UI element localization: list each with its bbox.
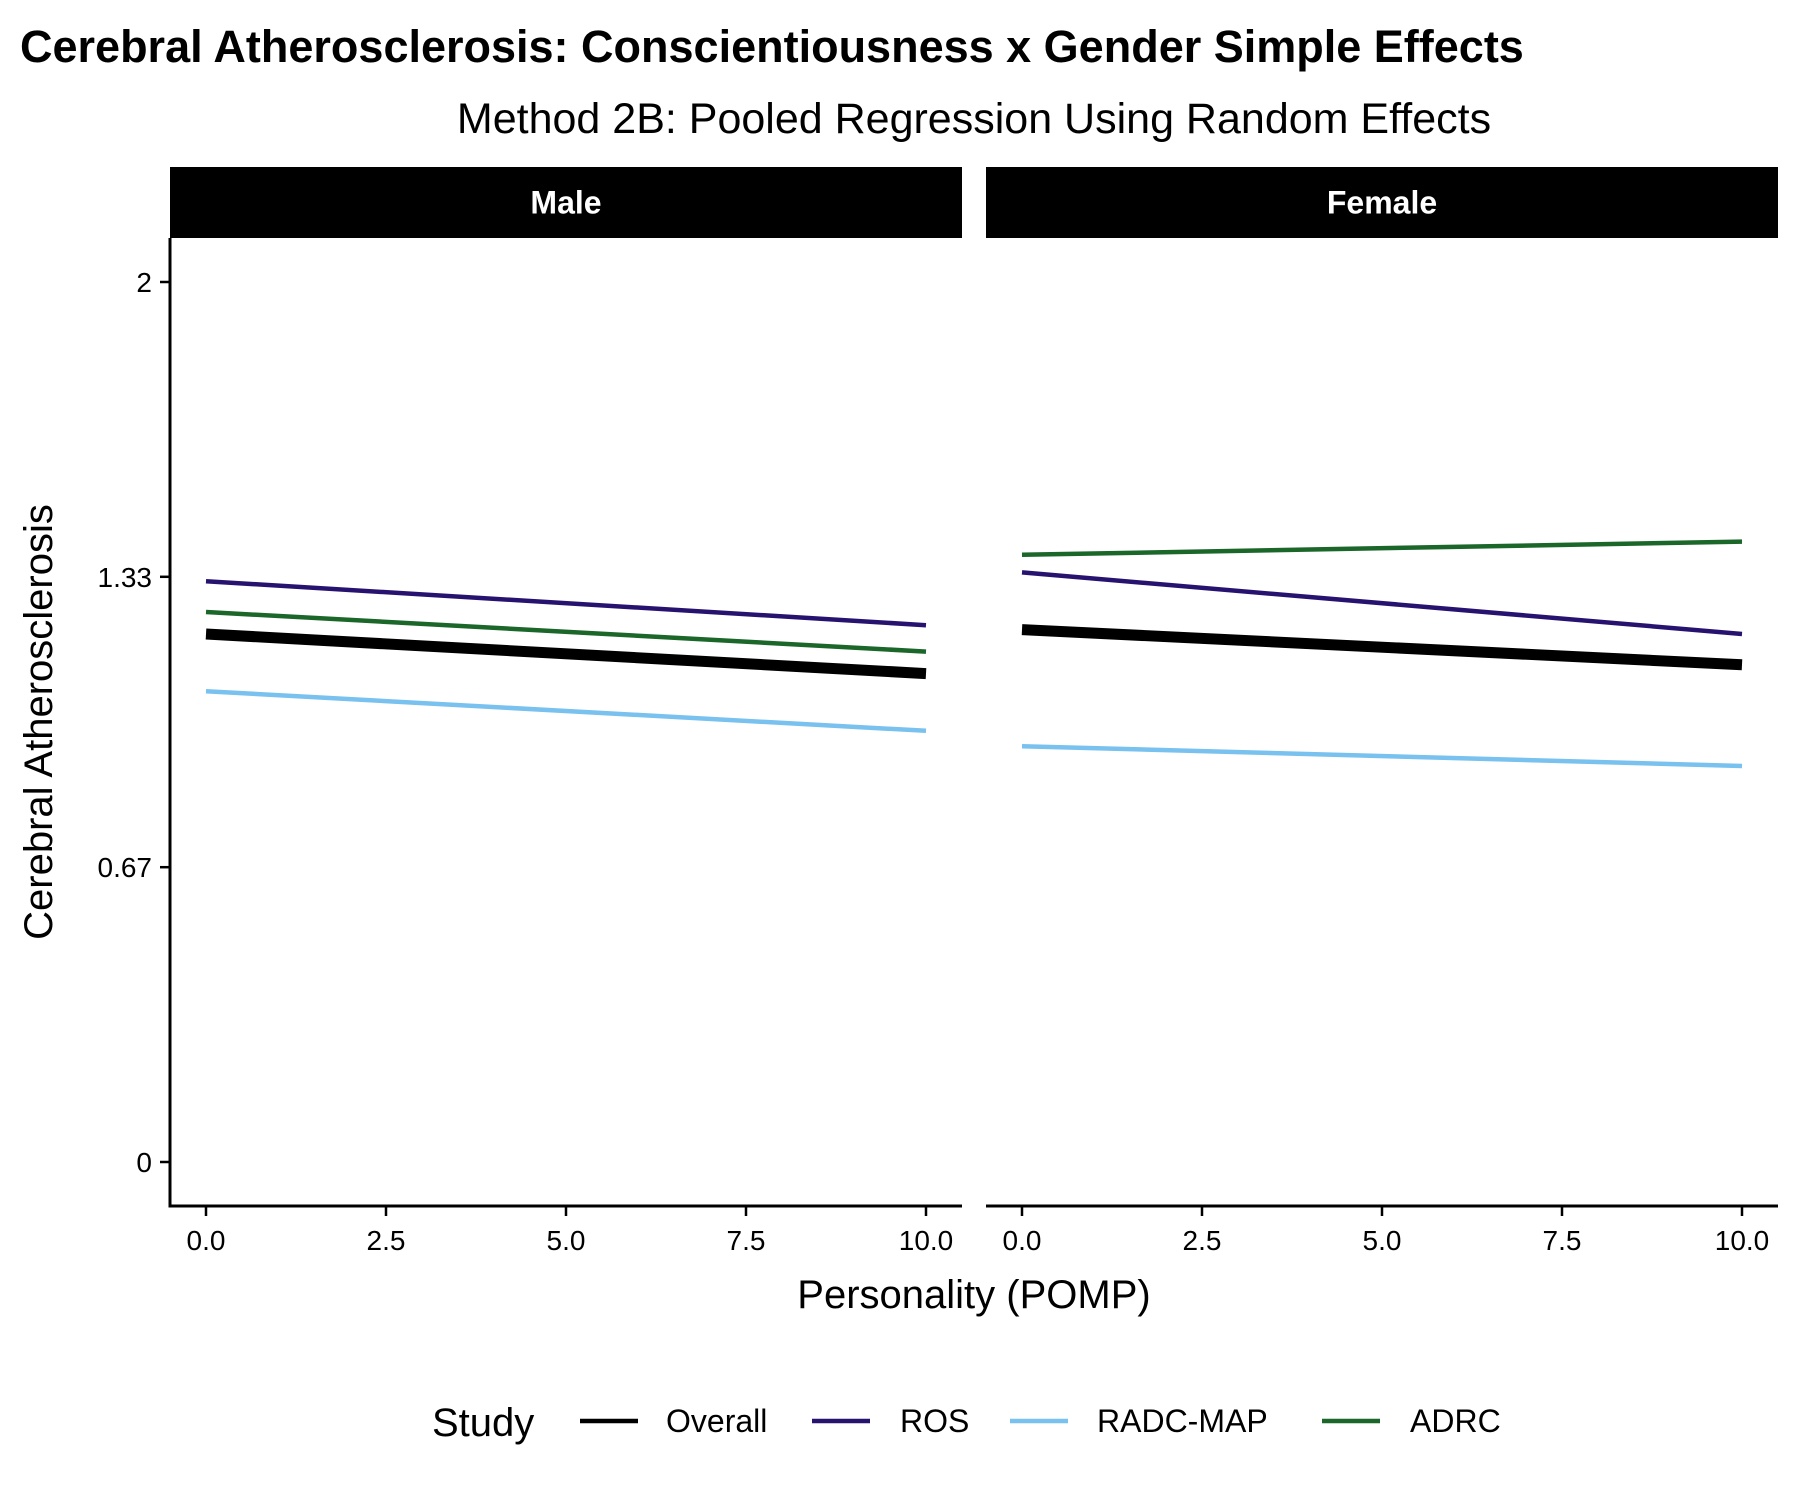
- y-tick-label: 1.33: [98, 562, 153, 593]
- legend-title: Study: [432, 1401, 534, 1445]
- legend-label: ROS: [900, 1403, 969, 1439]
- x-tick-label: 2.5: [367, 1225, 406, 1256]
- x-tick-label: 10.0: [899, 1225, 954, 1256]
- y-tick-label: 0: [136, 1147, 152, 1178]
- x-tick-label: 5.0: [547, 1225, 586, 1256]
- panel-female: Female 0.0 2.5 5.0 7.5 10.0: [986, 167, 1778, 1256]
- series-line-adrc: [205, 609, 927, 654]
- x-tick-label: 2.5: [1183, 1225, 1222, 1256]
- x-tick-label: 7.5: [727, 1225, 766, 1256]
- series-line-ros: [205, 578, 927, 628]
- series-line-radc-map: [205, 688, 927, 734]
- y-axis-title: Cerebral Atherosclerosis: [17, 504, 61, 940]
- legend-label: ADRC: [1410, 1403, 1501, 1439]
- y-tick-label: 0.67: [98, 852, 153, 883]
- series-line-overall: [205, 628, 927, 680]
- x-tick-label: 10.0: [1715, 1225, 1770, 1256]
- y-tick-label: 2: [136, 267, 152, 298]
- x-tick-label: 0.0: [1003, 1225, 1042, 1256]
- legend-label: Overall: [666, 1403, 767, 1439]
- facet-strip: [986, 167, 1778, 238]
- x-tick-label: 5.0: [1363, 1225, 1402, 1256]
- facet-strip: [170, 167, 962, 238]
- chart-title: Cerebral Atherosclerosis: Conscientiousn…: [20, 21, 1524, 72]
- facet-strip-label: Male: [530, 185, 601, 221]
- x-tick-label: 7.5: [1543, 1225, 1582, 1256]
- legend: Study Overall ROS RADC-MAP ADRC: [432, 1401, 1501, 1445]
- x-axis-title: Personality (POMP): [797, 1273, 1150, 1317]
- facet-strip-label: Female: [1327, 185, 1437, 221]
- panels-layer: Male 0.0 2.5 5.0 7.5 10.0 0 0.67 1.33 2 Female 0.0 2…: [98, 167, 1778, 1256]
- series-line-ros: [1021, 570, 1743, 637]
- chart-subtitle: Method 2B: Pooled Regression Using Rando…: [457, 95, 1491, 143]
- series-line-overall: [1021, 624, 1743, 671]
- legend-label: RADC-MAP: [1097, 1403, 1268, 1439]
- panel-male: Male 0.0 2.5 5.0 7.5 10.0 0 0.67 1.33 2: [98, 167, 962, 1256]
- x-tick-label: 0.0: [187, 1225, 226, 1256]
- series-line-radc-map: [1021, 743, 1743, 769]
- series-line-adrc: [1021, 539, 1743, 558]
